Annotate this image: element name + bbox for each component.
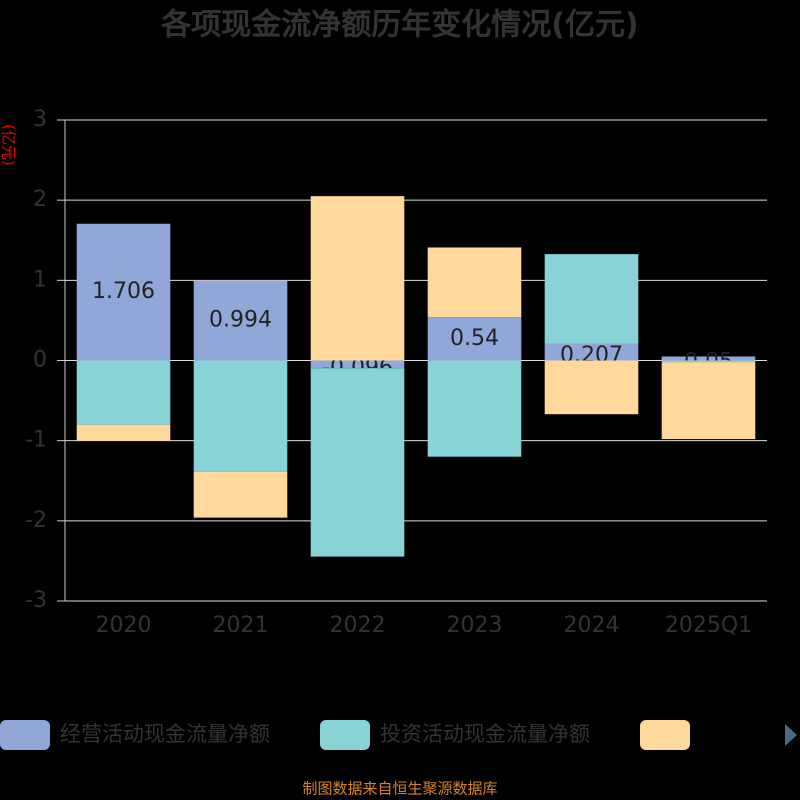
bar-segment	[427, 247, 522, 318]
y-tick-label: -2	[25, 508, 47, 533]
bar-segment	[544, 254, 639, 344]
legend-label: 经营活动现金流量净额	[60, 722, 270, 746]
x-tick-label: 2020	[96, 613, 152, 638]
bar-segment	[193, 471, 288, 518]
bar-segment	[76, 223, 171, 361]
x-tick-label: 2021	[213, 613, 269, 638]
x-tick-label: 2025Q1	[665, 613, 752, 638]
bar-segment	[310, 360, 405, 369]
y-axis-label: (亿元)	[0, 124, 18, 166]
x-tick-label: 2024	[564, 613, 620, 638]
legend-arrow[interactable]	[785, 724, 797, 746]
bar-segment	[427, 317, 522, 361]
value-label: 0.994	[209, 308, 272, 333]
y-tick-label: 1	[33, 267, 47, 292]
y-tick-label: -3	[25, 588, 47, 613]
legend-label: 投资活动现金流量净额	[380, 722, 590, 746]
bar-segment	[661, 362, 756, 440]
chart-title: 各项现金流净额历年变化情况(亿元)	[160, 8, 638, 43]
y-tick-label: -1	[25, 428, 47, 453]
bar-segment	[193, 280, 288, 361]
legend-swatch	[640, 720, 690, 750]
bar-segment	[544, 360, 639, 415]
legend-swatch	[0, 720, 50, 750]
legend-swatch	[320, 720, 370, 750]
bar-segment	[76, 360, 171, 425]
x-tick-label: 2022	[330, 613, 386, 638]
bar-segment	[310, 368, 405, 557]
y-tick-label: 0	[33, 348, 47, 373]
bar-segment	[427, 360, 522, 457]
bar-segment	[544, 343, 639, 361]
bar-segment	[661, 360, 756, 363]
bar-segment	[76, 424, 171, 441]
value-label: 1.706	[92, 279, 155, 304]
value-label: 0.54	[450, 326, 499, 351]
source-note: 制图数据来自恒生聚源数据库	[302, 780, 497, 798]
x-tick-label: 2023	[447, 613, 503, 638]
bar-segment	[661, 356, 756, 361]
bar-segment	[193, 360, 288, 472]
y-tick-label: 2	[33, 187, 47, 212]
y-tick-label: 3	[33, 107, 47, 132]
bar-segment	[310, 196, 405, 361]
